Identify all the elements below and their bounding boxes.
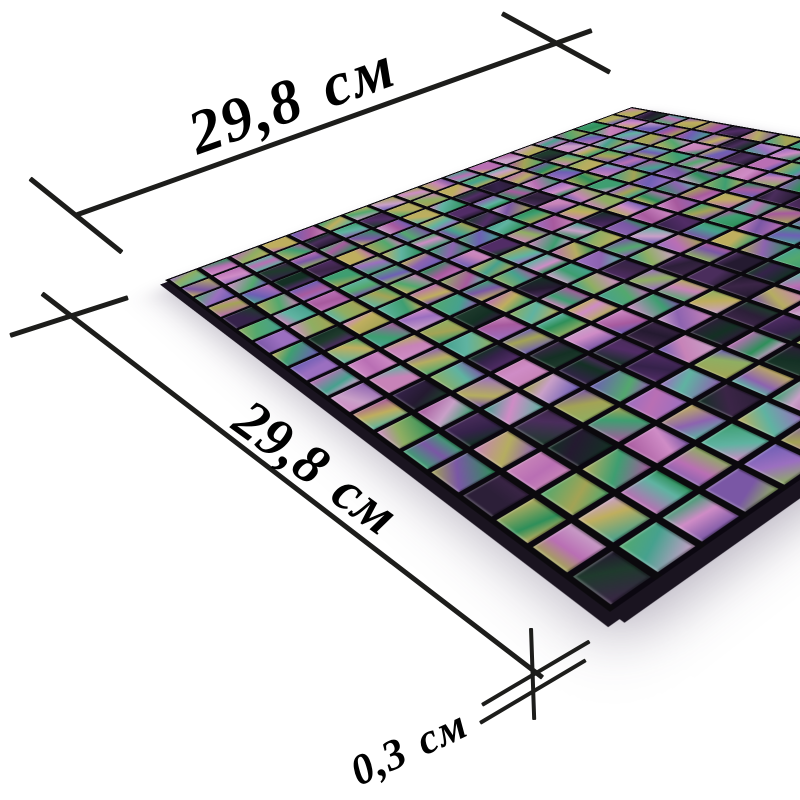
width-dimension-label: 29,8 см — [179, 32, 405, 168]
thickness-dimension-label: 0,3 см — [343, 700, 475, 796]
thickness-extension-line-upper — [480, 639, 591, 707]
depth-dimension-tick-top — [9, 295, 129, 338]
width-dimension-tick-right — [500, 11, 612, 75]
width-dimension-tick-left — [28, 176, 124, 255]
mosaic-sheet — [165, 107, 800, 612]
